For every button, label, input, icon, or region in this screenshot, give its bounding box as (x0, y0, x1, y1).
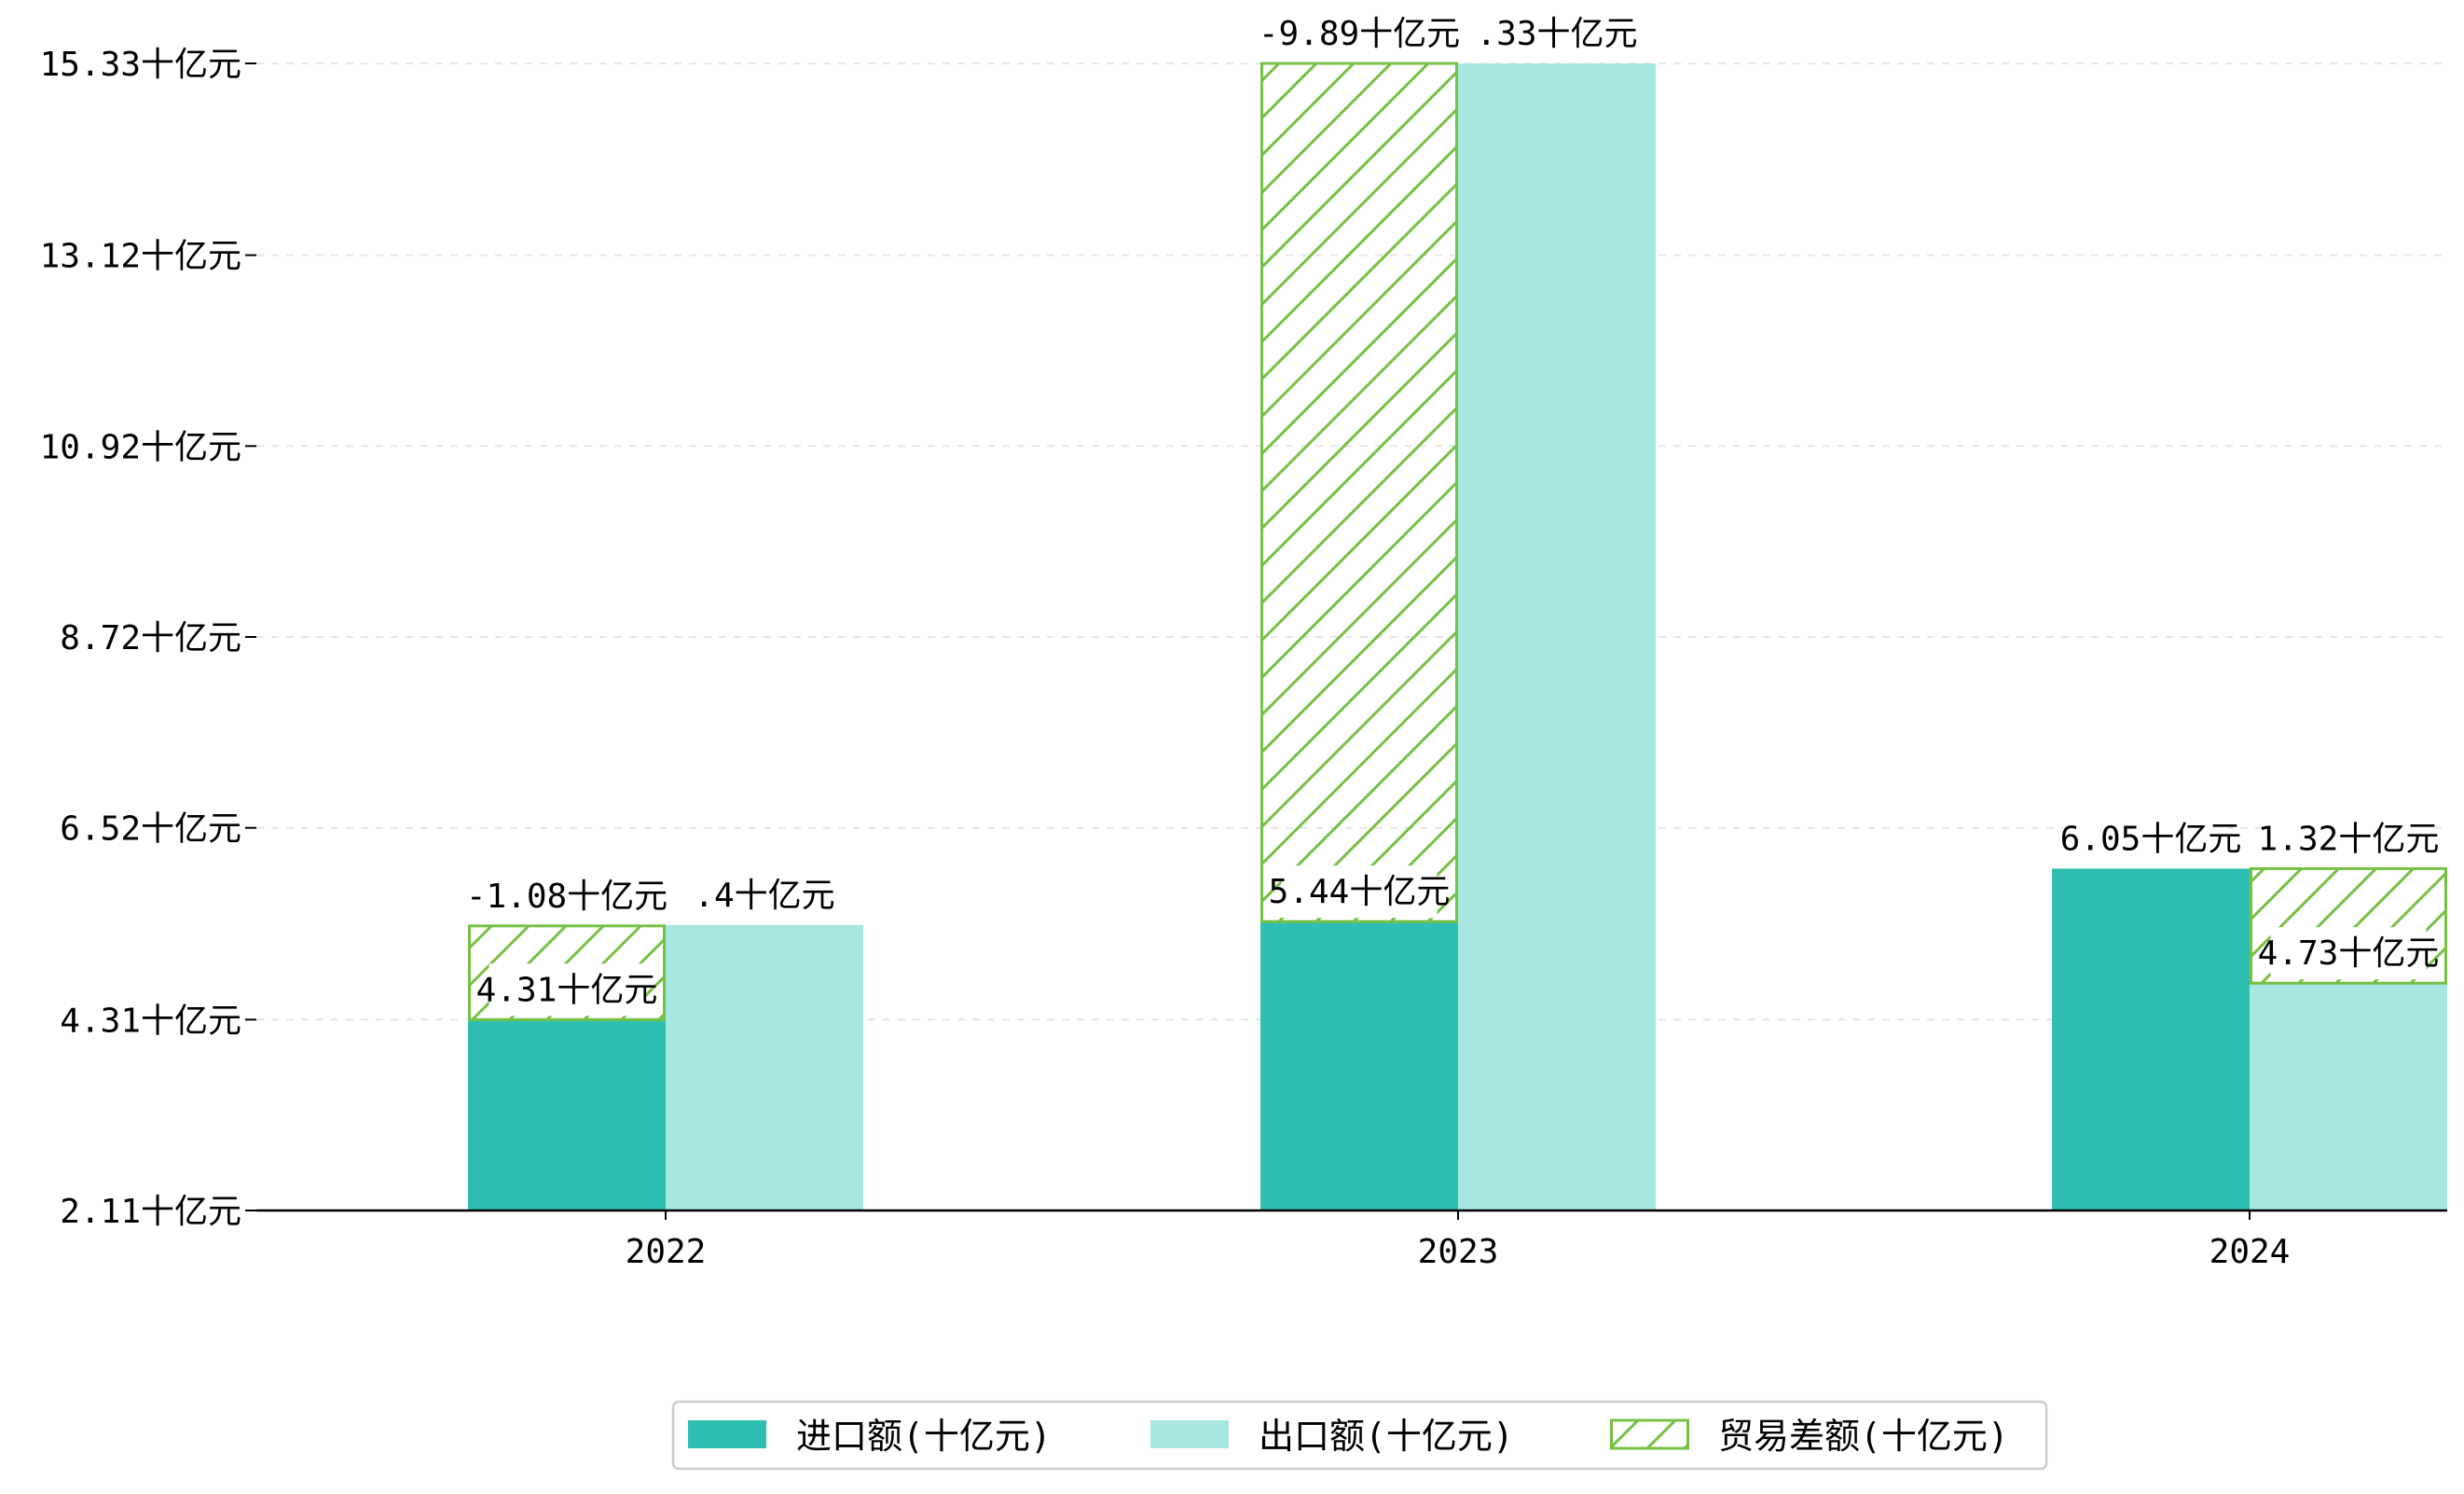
import-value-label-bg (1281, 865, 1438, 919)
y-tick-label: 8.72十亿元 (60, 619, 241, 657)
x-tick-label: 2023 (1418, 1233, 1499, 1271)
balance-value-label: -1.08十亿元 (466, 878, 668, 916)
legend-swatch-import (688, 1420, 766, 1448)
export-value-label: 4.73十亿元 (2258, 934, 2440, 973)
import-bar-2024 (2052, 868, 2250, 1210)
balance-value-label: -9.89十亿元 (1259, 15, 1460, 53)
legend-label: 进口额(十亿元) (796, 1416, 1052, 1457)
x-tick-label: 2024 (2209, 1233, 2291, 1271)
import-value-label-bg (2072, 812, 2229, 865)
y-tick-label: 4.31十亿元 (60, 1002, 241, 1040)
export-bar-2023 (1458, 63, 1656, 1210)
legend: 进口额(十亿元) 出口额(十亿元) 贸易差额(十亿元) (671, 1400, 2048, 1471)
import-value-label: 4.31十亿元 (476, 971, 658, 1009)
export-bar-2022 (666, 924, 863, 1210)
legend-label: 贸易差额(十亿元) (1718, 1416, 2009, 1457)
export-bar-2024 (2250, 983, 2447, 1210)
balance-value-label-bg (479, 869, 654, 922)
export-value-label-group: 4.73十亿元 (2258, 927, 2440, 980)
import-bar-2023 (1260, 921, 1458, 1210)
y-tick-label: 2.11十亿元 (60, 1193, 241, 1231)
y-tick-label: 10.92十亿元 (40, 428, 241, 466)
legend-box (671, 1400, 2048, 1471)
import-bar-2022 (468, 1019, 666, 1210)
balance-value-label-group: -1.08十亿元 (466, 869, 668, 922)
import-value-label-bg (489, 963, 645, 1017)
export-value-label-group: .33十亿元 (1476, 7, 1638, 60)
balance-bar-2023 (1260, 62, 1458, 923)
import-value-label: 5.44十亿元 (1269, 873, 1451, 911)
import-value-label: 6.05十亿元 (2060, 820, 2242, 858)
data-label-layer: 4.31十亿元 .4十亿元 -1.08十亿元 5.44十亿元 .33十亿元 -9.89十亿… (466, 7, 2440, 1017)
legend-swatch-balance (1610, 1418, 1689, 1450)
export-value-label-bg (1489, 7, 1625, 60)
import-value-label-group: 6.05十亿元 (2060, 812, 2242, 865)
balance-value-label-bg (2270, 812, 2427, 865)
export-value-label-group: .4十亿元 (694, 868, 835, 921)
import-value-label-group: 4.31十亿元 (476, 963, 658, 1017)
x-tick-label: 2022 (626, 1233, 707, 1271)
balance-value-label-group: 1.32十亿元 (2258, 812, 2440, 865)
axis-layer: 2.11十亿元 4.31十亿元 6.52十亿元 8.72十亿元 10.92十亿元 13.1… (40, 46, 2447, 1271)
import-value-label-group: 5.44十亿元 (1269, 865, 1451, 919)
y-tick-label: 15.33十亿元 (40, 46, 241, 84)
balance-value-label: 1.32十亿元 (2258, 820, 2440, 858)
legend-label: 出口额(十亿元) (1259, 1416, 1514, 1457)
export-value-label-bg (2270, 927, 2427, 980)
y-tick-label: 13.12十亿元 (40, 238, 241, 276)
balance-value-label-group: -9.89十亿元 (1259, 7, 1460, 60)
export-value-label: .4十亿元 (694, 877, 834, 915)
balance-value-label-bg (1272, 7, 1447, 60)
y-tick-label: 6.52十亿元 (60, 810, 241, 849)
export-value-label: .33十亿元 (1476, 15, 1637, 53)
legend-swatch-export (1150, 1420, 1229, 1448)
export-value-label-bg (706, 868, 823, 921)
